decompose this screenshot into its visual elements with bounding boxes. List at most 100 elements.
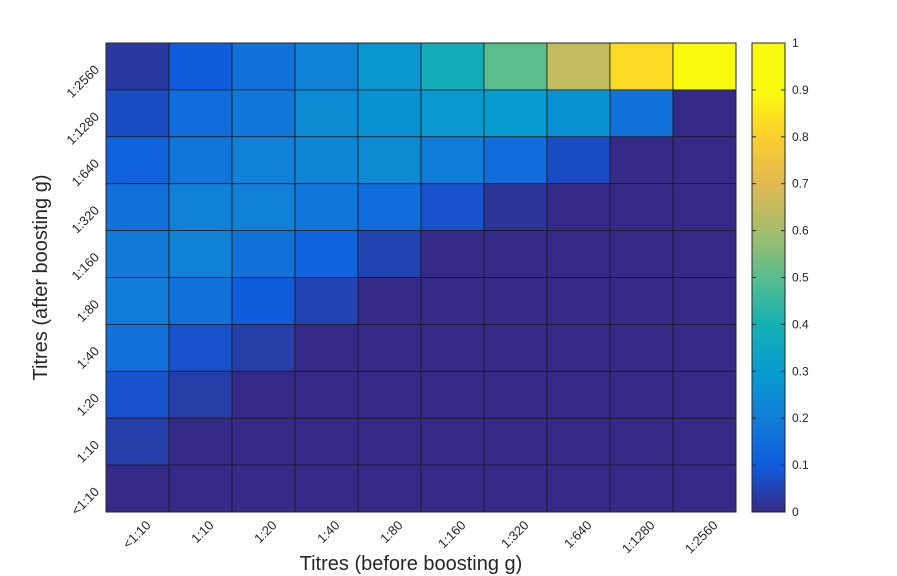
heatmap-cell: [546, 370, 611, 419]
heatmap-cell: [231, 230, 296, 278]
colorbar-tick-label: 1: [792, 36, 799, 50]
heatmap-cell: [105, 183, 170, 231]
heatmap-cell: [105, 370, 170, 419]
heatmap-cell: [420, 183, 485, 231]
heatmap-cell: [168, 370, 233, 419]
heatmap-cell: [168, 136, 233, 185]
heatmap-cell: [546, 183, 611, 231]
heatmap-cell: [357, 89, 422, 138]
colorbar-tick-label: 0.4: [792, 317, 809, 331]
heatmap-cell: [483, 370, 548, 419]
y-tick-label: 1:80: [74, 296, 103, 325]
heatmap-cell: [168, 230, 233, 278]
heatmap-cell: [609, 183, 674, 231]
colorbar-tick-label: 0.6: [792, 224, 809, 238]
colorbar-tick-label: 0.2: [792, 411, 809, 425]
heatmap-cell: [294, 323, 359, 372]
y-tick-label: 1:320: [69, 203, 103, 237]
heatmap-cell: [231, 183, 296, 231]
heatmap-cell: [672, 89, 737, 138]
heatmap-cell: [357, 277, 422, 325]
heatmap-cell: [609, 277, 674, 325]
heatmap-cell: [168, 464, 233, 513]
x-tick-label: 1:40: [314, 518, 343, 547]
heatmap-cell: [357, 136, 422, 185]
heatmap-cell: [357, 183, 422, 231]
heatmap-cell: [105, 464, 170, 513]
heatmap-cell: [546, 136, 611, 185]
x-tick-label: 1:2560: [682, 518, 721, 557]
heatmap-cell: [420, 464, 485, 513]
heatmap-cell: [168, 42, 233, 91]
heatmap-cell: [420, 323, 485, 372]
x-tick-label: 1:160: [435, 518, 469, 552]
heatmap-cell: [294, 42, 359, 91]
heatmap-cells: [105, 42, 737, 513]
y-tick-label: 1:10: [74, 437, 103, 466]
x-tick-label: 1:1280: [619, 518, 658, 557]
heatmap-cell: [357, 417, 422, 466]
heatmap-cell: [294, 183, 359, 231]
heatmap-cell: [609, 370, 674, 419]
y-tick-label: 1:1280: [63, 109, 102, 148]
heatmap-cell: [483, 89, 548, 138]
heatmap-cell: [420, 417, 485, 466]
heatmap-cell: [420, 230, 485, 278]
x-tick-label: 1:640: [561, 518, 595, 552]
heatmap-cell: [672, 370, 737, 419]
heatmap-cell: [483, 417, 548, 466]
heatmap-cell: [546, 89, 611, 138]
colorbar-tick-label: 0.3: [792, 364, 809, 378]
y-tick-label: <1:10: [68, 484, 102, 518]
heatmap-cell: [231, 277, 296, 325]
colorbar-tick-label: 0.5: [792, 271, 809, 285]
heatmap-cell: [168, 323, 233, 372]
colorbar-tick-label: 0.9: [792, 83, 809, 97]
y-tick-label: 1:40: [74, 343, 103, 372]
y-tick-label: 1:20: [74, 390, 103, 419]
heatmap-cell: [168, 277, 233, 325]
heatmap-cell: [546, 464, 611, 513]
y-tick-labels: <1:10 1:10 1:20 1:40 1:80 1:160 1:320 1:640 1:12…: [63, 62, 102, 518]
heatmap-cell: [609, 42, 674, 91]
plot-frame: [105, 42, 737, 513]
heatmap-cell: [168, 417, 233, 466]
heatmap-cell: [672, 323, 737, 372]
heatmap-cell: [483, 183, 548, 231]
heatmap-cell: [546, 230, 611, 278]
heatmap-cell: [105, 277, 170, 325]
heatmap-cell: [294, 417, 359, 466]
colorbar-tick-label: 0.1: [792, 458, 809, 472]
heatmap-cell: [231, 89, 296, 138]
x-axis-label: Titres (before boosting g): [300, 553, 523, 575]
heatmap-cell: [546, 277, 611, 325]
heatmap-cell: [231, 42, 296, 91]
heatmap-cell: [105, 323, 170, 372]
heatmap-cell: [609, 464, 674, 513]
heatmap-cell: [483, 42, 548, 91]
x-tick-label: <1:10: [120, 518, 154, 552]
heatmap-cell: [420, 89, 485, 138]
colorbar-bar: [751, 42, 786, 513]
heatmap-cell: [672, 417, 737, 466]
heatmap-cell: [483, 277, 548, 325]
heatmap-cell: [420, 42, 485, 91]
heatmap-cell: [420, 277, 485, 325]
heatmap-cell: [231, 136, 296, 185]
x-tick-label: 1:20: [251, 518, 280, 547]
heatmap-cell: [168, 89, 233, 138]
heatmap-cell: [672, 42, 737, 91]
heatmap-cell: [483, 136, 548, 185]
heatmap-cell: [420, 370, 485, 419]
heatmap-cell: [168, 183, 233, 231]
heatmap-cell: [672, 183, 737, 231]
heatmap-cell: [105, 417, 170, 466]
heatmap-cell: [672, 277, 737, 325]
x-tick-label: 1:80: [377, 518, 406, 547]
heatmap-cell: [546, 323, 611, 372]
y-tick-label: 1:160: [69, 250, 103, 284]
heatmap-cell: [294, 370, 359, 419]
heatmap-cell: [294, 89, 359, 138]
heatmap-cell: [609, 89, 674, 138]
